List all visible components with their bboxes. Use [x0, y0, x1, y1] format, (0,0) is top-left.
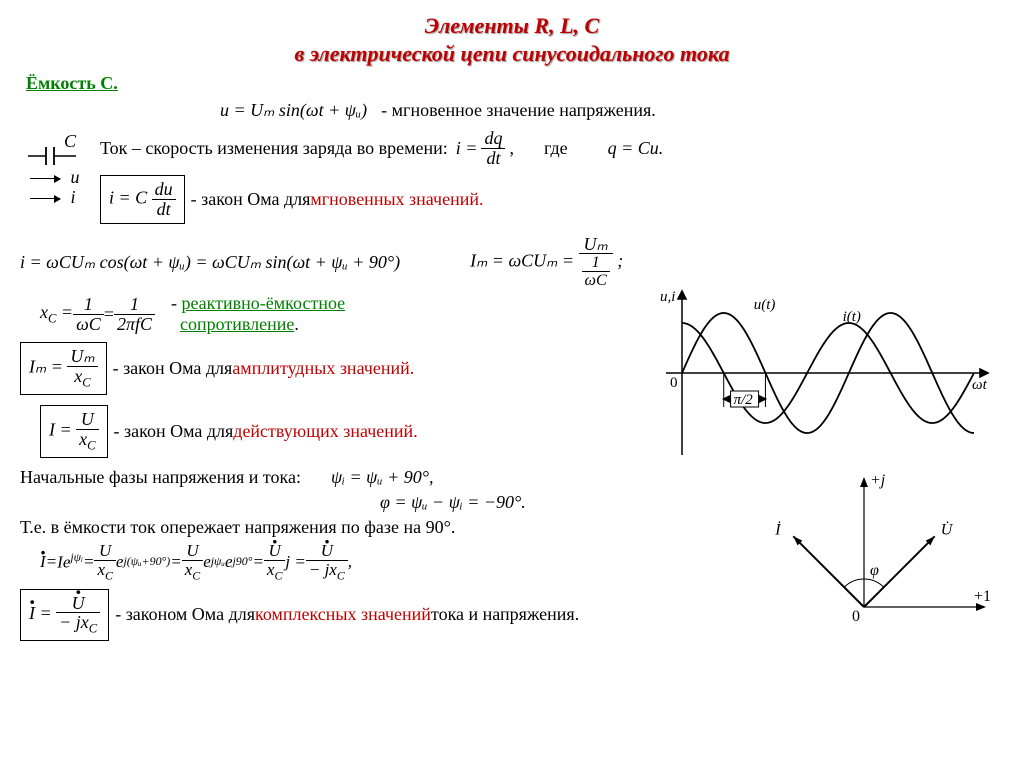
eq-xc-lhs: xC =: [40, 302, 73, 327]
svg-text:u,i: u,i: [660, 289, 675, 305]
svg-text:π/2: π/2: [734, 392, 754, 408]
txt-ohm-instant: - закон Ома для: [191, 189, 311, 210]
eq-box-i-u-xc: I = UxC: [40, 405, 108, 458]
eq-i-cos: i = ωCUₘ cos(ωt + ψᵤ) = ωCUₘ sin(ωt + ψᵤ…: [20, 252, 400, 273]
schem-label-u: u: [71, 167, 80, 187]
txt-complex-end: тока и напряжения.: [431, 604, 579, 625]
page-title: Элементы R, L, C в электрической цепи си…: [20, 12, 1004, 67]
xc-d2: 2πfC: [114, 315, 155, 334]
svg-text:U̇: U̇: [941, 521, 954, 538]
svg-text:0: 0: [670, 375, 678, 391]
section-heading: Ёмкость С.: [26, 73, 1004, 94]
txt-complex-red: комплексных значений: [255, 604, 431, 625]
txt-where: где: [544, 138, 568, 159]
eq-Im-wcu: Iₘ = ωCUₘ = Uₘ1ωC ;: [470, 235, 623, 290]
txt-amp-red: амплитудных значений.: [232, 358, 414, 379]
iuxc-l: I =: [49, 420, 72, 440]
txt-react1: реактивно-ёмкостное: [181, 293, 345, 313]
eq-box-im-xc: Iₘ = UₘxC: [20, 342, 107, 395]
txt-react2: сопротивление: [180, 314, 294, 334]
im-num: Uₘ: [579, 235, 613, 255]
iuxc-n: U: [76, 410, 98, 430]
txt-instant-voltage: - мгновенное значение напряжения.: [381, 100, 656, 121]
cdu-num: du: [152, 180, 176, 200]
eq-u-instant: u = Uₘ sin(ωt + ψᵤ): [220, 100, 367, 121]
svg-text:u(t): u(t): [754, 297, 776, 313]
svg-text:ωt: ωt: [972, 377, 988, 393]
txt-ohm-amp: - закон Ома для: [113, 358, 233, 379]
eq-phi: φ = ψᵤ − ψᵢ = −90°.: [380, 492, 526, 513]
txt-phases: Начальные фазы напряжения и тока:: [20, 467, 301, 488]
cdu-den: dt: [152, 200, 176, 219]
phasor-diagram: +j +1 0 İ U̇ φ: [774, 467, 994, 637]
svg-text:φ: φ: [870, 562, 879, 579]
txt-ohm-complex: - законом Ома для: [115, 604, 255, 625]
dq-den: dt: [481, 149, 505, 168]
eq-Im-lhs: Iₘ = ωCUₘ =: [470, 250, 574, 270]
title-line-1: Элементы R, L, C: [425, 13, 599, 38]
eq-q: q = Cu.: [608, 138, 664, 159]
txt-current-rate: Ток – скорость изменения заряда во време…: [100, 138, 448, 159]
title-line-2: в электрической цепи синусоидального ток…: [295, 41, 730, 66]
xc-d1: ωC: [73, 315, 104, 334]
svg-text:+1: +1: [974, 588, 991, 605]
txt-instant-red: мгновенных значений.: [310, 189, 483, 210]
xc-n2: 1: [114, 295, 155, 315]
im-den-den: ωC: [582, 272, 610, 289]
svg-text:+j: +j: [870, 472, 886, 489]
xc-n1: 1: [73, 295, 104, 315]
eq-box-i-cdu: i = C dudt: [100, 175, 185, 224]
svg-text:İ: İ: [774, 520, 781, 538]
eq-psi-i: ψᵢ = ψᵤ + 90°,: [331, 467, 433, 488]
schem-label-i: i: [71, 187, 76, 207]
eq-box-complex: I = U− jxC: [20, 589, 109, 642]
capacitor-schematic: C u i: [20, 125, 100, 215]
imxc-l: Iₘ =: [29, 357, 63, 377]
imxc-n: Uₘ: [67, 347, 97, 367]
sine-chart: u,i ωt 0 u(t) i(t) π/2: [654, 283, 994, 463]
txt-ohm-rms: - закон Ома для: [114, 421, 234, 442]
im-den-num: 1: [582, 254, 610, 272]
eq-i-cdu-lhs: i = C: [109, 187, 147, 207]
dq-num: dq: [481, 129, 505, 149]
svg-text:i(t): i(t): [843, 309, 861, 325]
txt-rms-red: действующих значений.: [233, 421, 417, 442]
eq-i-dq-lhs: i =: [456, 138, 478, 159]
svg-text:0: 0: [852, 608, 860, 625]
